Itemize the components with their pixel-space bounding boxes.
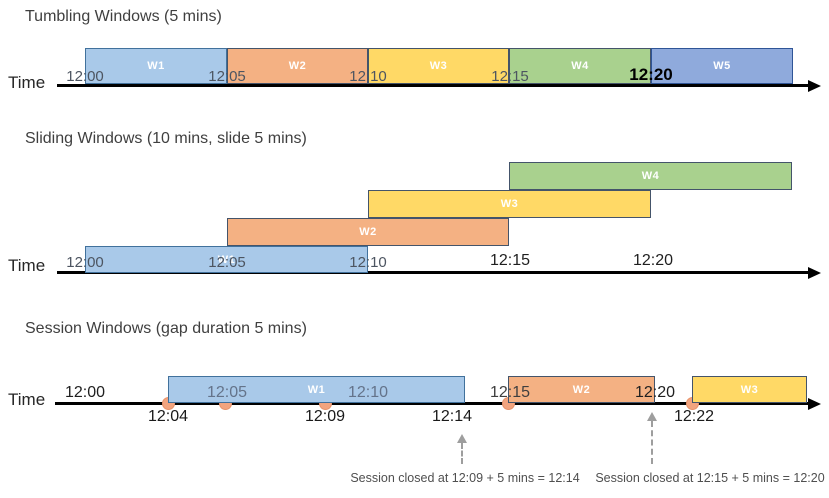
window-label: W1 <box>217 253 236 266</box>
window-label: W2 <box>572 383 591 396</box>
dashed-arrowhead-icon <box>647 412 657 421</box>
session-window-w3: W3 <box>692 376 807 403</box>
session-timeline <box>55 402 810 405</box>
dashed-line <box>651 421 653 464</box>
event-label-1204: 12:04 <box>147 408 189 425</box>
tumbling-window-w4: W4 <box>509 48 651 84</box>
sliding-arrowhead-icon <box>808 267 821 279</box>
tumbling-title: Tumbling Windows (5 mins) <box>25 8 222 25</box>
window-label: W1 <box>147 60 165 72</box>
sliding-timeline <box>57 271 810 274</box>
tumbling-timeline <box>57 84 810 87</box>
sliding-window-w4: W4 <box>509 162 792 190</box>
tumbling-time-axis-label: Time <box>8 73 46 92</box>
session-arrowhead-icon <box>808 398 821 410</box>
session-window-w2: W2 <box>508 376 655 403</box>
tumbling-tick-1210: 12:10 <box>349 68 387 85</box>
dashed-arrow-1214-icon <box>457 434 469 464</box>
session-title: Session Windows (gap duration 5 mins) <box>25 320 307 337</box>
session-tick-1210: 12:10 <box>347 384 389 401</box>
event-label-1209: 12:09 <box>304 408 346 425</box>
sliding-time-axis-label: Time <box>8 256 46 275</box>
tumbling-window-w3: W3 <box>368 48 509 84</box>
session-window-w1: W1 <box>168 376 465 403</box>
tumbling-window-w2: W2 <box>227 48 368 84</box>
sliding-tick-1215: 12:15 <box>489 252 531 269</box>
session-tick-1200: 12:00 <box>64 384 106 401</box>
sliding-tick-1220: 12:20 <box>632 252 674 269</box>
tumbling-tick-1200: 12:00 <box>66 68 104 85</box>
window-label: W3 <box>740 383 759 396</box>
sliding-tick-1210: 12:10 <box>349 254 387 271</box>
tumbling-tick-1205: 12:05 <box>208 68 246 85</box>
sliding-tick-1205: 12:05 <box>208 254 246 271</box>
tumbling-arrowhead-icon <box>808 80 821 92</box>
event-label-1222: 12:22 <box>673 408 715 425</box>
session-closed-annotation-1: Session closed at 12:09 + 5 mins = 12:14 <box>350 471 580 485</box>
window-label: W4 <box>641 170 660 182</box>
window-label: W1 <box>307 383 326 396</box>
window-label: W3 <box>429 60 448 72</box>
window-label: W2 <box>288 60 307 72</box>
dashed-arrow-1220-icon <box>647 412 659 464</box>
sliding-title: Sliding Windows (10 mins, slide 5 mins) <box>25 130 307 147</box>
sliding-window-w2: W2 <box>227 218 509 246</box>
window-label: W2 <box>359 226 377 238</box>
sliding-window-w3: W3 <box>368 190 651 218</box>
session-tick-1205: 12:05 <box>206 384 248 401</box>
tumbling-tick-1220: 12:20 <box>629 65 673 84</box>
session-time-axis-label: Time <box>8 390 46 409</box>
window-label: W4 <box>571 60 589 72</box>
tumbling-window-w5: W5 <box>651 48 793 84</box>
window-label: W5 <box>713 60 731 72</box>
dashed-arrowhead-icon <box>457 434 467 443</box>
session-tick-1215: 12:15 <box>489 384 531 401</box>
session-closed-annotation-2: Session closed at 12:15 + 5 mins = 12:20 <box>595 471 825 485</box>
sliding-window-w1: W1 <box>85 246 368 273</box>
event-label-1214: 12:14 <box>431 408 473 425</box>
session-tick-1220: 12:20 <box>634 384 676 401</box>
dashed-line <box>461 443 463 464</box>
sliding-tick-1200: 12:00 <box>66 254 104 271</box>
tumbling-tick-1215: 12:15 <box>491 68 529 85</box>
tumbling-window-w1: W1 <box>85 48 227 84</box>
window-label: W3 <box>500 198 519 210</box>
